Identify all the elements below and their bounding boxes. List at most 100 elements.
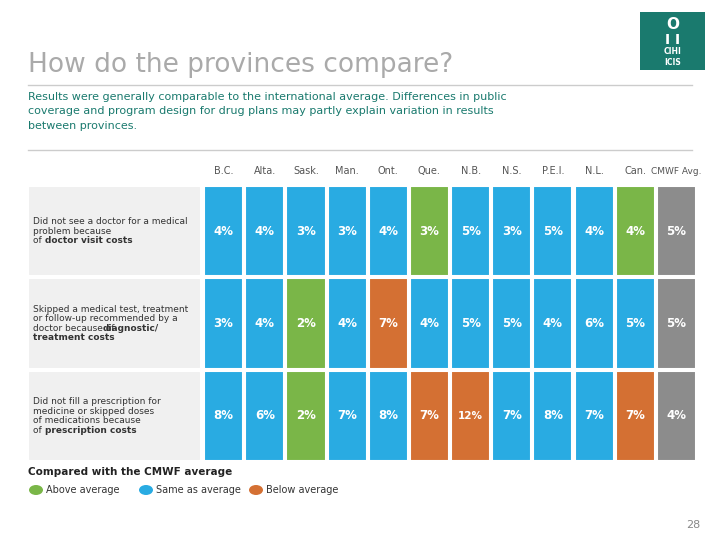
Text: 3%: 3%	[296, 225, 316, 238]
FancyBboxPatch shape	[287, 370, 325, 461]
FancyBboxPatch shape	[204, 278, 243, 369]
Text: 5%: 5%	[625, 317, 645, 330]
Text: 4%: 4%	[625, 225, 645, 238]
FancyBboxPatch shape	[410, 278, 449, 369]
Text: Same as average: Same as average	[156, 485, 241, 495]
Text: 5%: 5%	[502, 317, 522, 330]
Text: Skipped a medical test, treatment: Skipped a medical test, treatment	[33, 305, 188, 314]
FancyBboxPatch shape	[534, 186, 572, 276]
FancyBboxPatch shape	[28, 370, 201, 461]
FancyBboxPatch shape	[534, 370, 572, 461]
FancyBboxPatch shape	[246, 278, 284, 369]
Text: 28: 28	[685, 520, 700, 530]
Text: 5%: 5%	[461, 317, 480, 330]
Text: 7%: 7%	[584, 409, 604, 422]
Text: 3%: 3%	[337, 225, 357, 238]
FancyBboxPatch shape	[328, 186, 366, 276]
Text: CIHI
ICIS: CIHI ICIS	[664, 47, 681, 68]
Text: or follow-up recommended by a: or follow-up recommended by a	[33, 314, 178, 323]
Text: 7%: 7%	[337, 409, 357, 422]
Text: Did not fill a prescription for: Did not fill a prescription for	[33, 397, 161, 406]
Text: 5%: 5%	[667, 225, 686, 238]
Text: 7%: 7%	[378, 317, 398, 330]
FancyBboxPatch shape	[657, 278, 696, 369]
FancyBboxPatch shape	[657, 370, 696, 461]
Text: B.C.: B.C.	[214, 166, 233, 176]
Text: 12%: 12%	[458, 411, 483, 421]
Text: 5%: 5%	[461, 225, 480, 238]
FancyBboxPatch shape	[451, 370, 490, 461]
FancyBboxPatch shape	[204, 370, 243, 461]
Text: Man.: Man.	[336, 166, 359, 176]
Text: Above average: Above average	[46, 485, 120, 495]
Text: diagnostic/: diagnostic/	[102, 324, 158, 333]
Text: N.S.: N.S.	[502, 166, 521, 176]
Text: Results were generally comparable to the international average. Differences in p: Results were generally comparable to the…	[28, 92, 507, 131]
Text: 3%: 3%	[214, 317, 233, 330]
Text: prescription costs: prescription costs	[45, 426, 136, 435]
FancyBboxPatch shape	[640, 12, 705, 70]
Text: 5%: 5%	[543, 225, 563, 238]
FancyBboxPatch shape	[328, 370, 366, 461]
FancyBboxPatch shape	[451, 278, 490, 369]
Text: 4%: 4%	[214, 225, 233, 238]
Text: 5%: 5%	[667, 317, 686, 330]
Text: 3%: 3%	[502, 225, 522, 238]
Ellipse shape	[29, 485, 43, 495]
Text: medicine or skipped doses: medicine or skipped doses	[33, 407, 154, 416]
FancyBboxPatch shape	[616, 278, 654, 369]
Text: O: O	[666, 17, 679, 32]
Text: treatment costs: treatment costs	[33, 333, 114, 342]
FancyBboxPatch shape	[410, 370, 449, 461]
FancyBboxPatch shape	[616, 370, 654, 461]
Text: of medications because: of medications because	[33, 416, 140, 425]
FancyBboxPatch shape	[204, 186, 243, 276]
Text: 4%: 4%	[667, 409, 686, 422]
Text: of: of	[33, 236, 45, 245]
FancyBboxPatch shape	[616, 186, 654, 276]
Text: 7%: 7%	[502, 409, 522, 422]
Text: 8%: 8%	[214, 409, 233, 422]
Text: 6%: 6%	[255, 409, 275, 422]
Text: 7%: 7%	[420, 409, 439, 422]
Text: I I: I I	[665, 33, 680, 47]
Text: 4%: 4%	[255, 317, 275, 330]
Text: N.B.: N.B.	[461, 166, 481, 176]
FancyBboxPatch shape	[28, 278, 201, 369]
Text: 4%: 4%	[255, 225, 275, 238]
Text: 3%: 3%	[420, 225, 439, 238]
Text: 6%: 6%	[584, 317, 604, 330]
Text: 4%: 4%	[420, 317, 439, 330]
Text: 4%: 4%	[543, 317, 563, 330]
Text: 4%: 4%	[378, 225, 398, 238]
FancyBboxPatch shape	[246, 370, 284, 461]
Ellipse shape	[139, 485, 153, 495]
FancyBboxPatch shape	[575, 186, 613, 276]
Text: Below average: Below average	[266, 485, 338, 495]
Text: doctor because of: doctor because of	[33, 324, 117, 333]
Text: doctor visit costs: doctor visit costs	[45, 236, 132, 245]
Text: Ont.: Ont.	[378, 166, 399, 176]
Text: P.E.I.: P.E.I.	[541, 166, 564, 176]
FancyBboxPatch shape	[369, 278, 408, 369]
Text: 4%: 4%	[337, 317, 357, 330]
Text: 8%: 8%	[543, 409, 563, 422]
FancyBboxPatch shape	[451, 186, 490, 276]
Text: Que.: Que.	[418, 166, 441, 176]
Ellipse shape	[249, 485, 263, 495]
FancyBboxPatch shape	[492, 370, 531, 461]
Text: 8%: 8%	[378, 409, 398, 422]
FancyBboxPatch shape	[410, 186, 449, 276]
FancyBboxPatch shape	[575, 278, 613, 369]
Text: Compared with the CMWF average: Compared with the CMWF average	[28, 467, 233, 477]
FancyBboxPatch shape	[28, 186, 201, 276]
Text: Can.: Can.	[624, 166, 647, 176]
FancyBboxPatch shape	[246, 186, 284, 276]
FancyBboxPatch shape	[492, 186, 531, 276]
Text: N.L.: N.L.	[585, 166, 603, 176]
Text: Sask.: Sask.	[293, 166, 319, 176]
FancyBboxPatch shape	[369, 370, 408, 461]
Text: CMWF Avg.: CMWF Avg.	[651, 166, 702, 176]
FancyBboxPatch shape	[369, 186, 408, 276]
Text: of: of	[33, 426, 45, 435]
